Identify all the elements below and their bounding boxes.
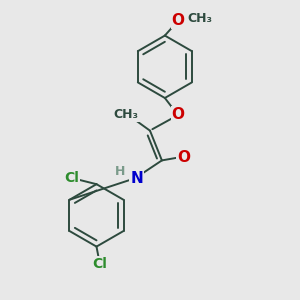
Text: O: O	[172, 13, 185, 28]
Text: Cl: Cl	[92, 257, 107, 272]
Text: N: N	[130, 171, 143, 186]
Text: H: H	[115, 165, 125, 178]
Text: O: O	[172, 107, 185, 122]
Text: CH₃: CH₃	[114, 108, 139, 121]
Text: CH₃: CH₃	[187, 12, 212, 25]
Text: Cl: Cl	[64, 171, 79, 185]
Text: O: O	[178, 150, 191, 165]
